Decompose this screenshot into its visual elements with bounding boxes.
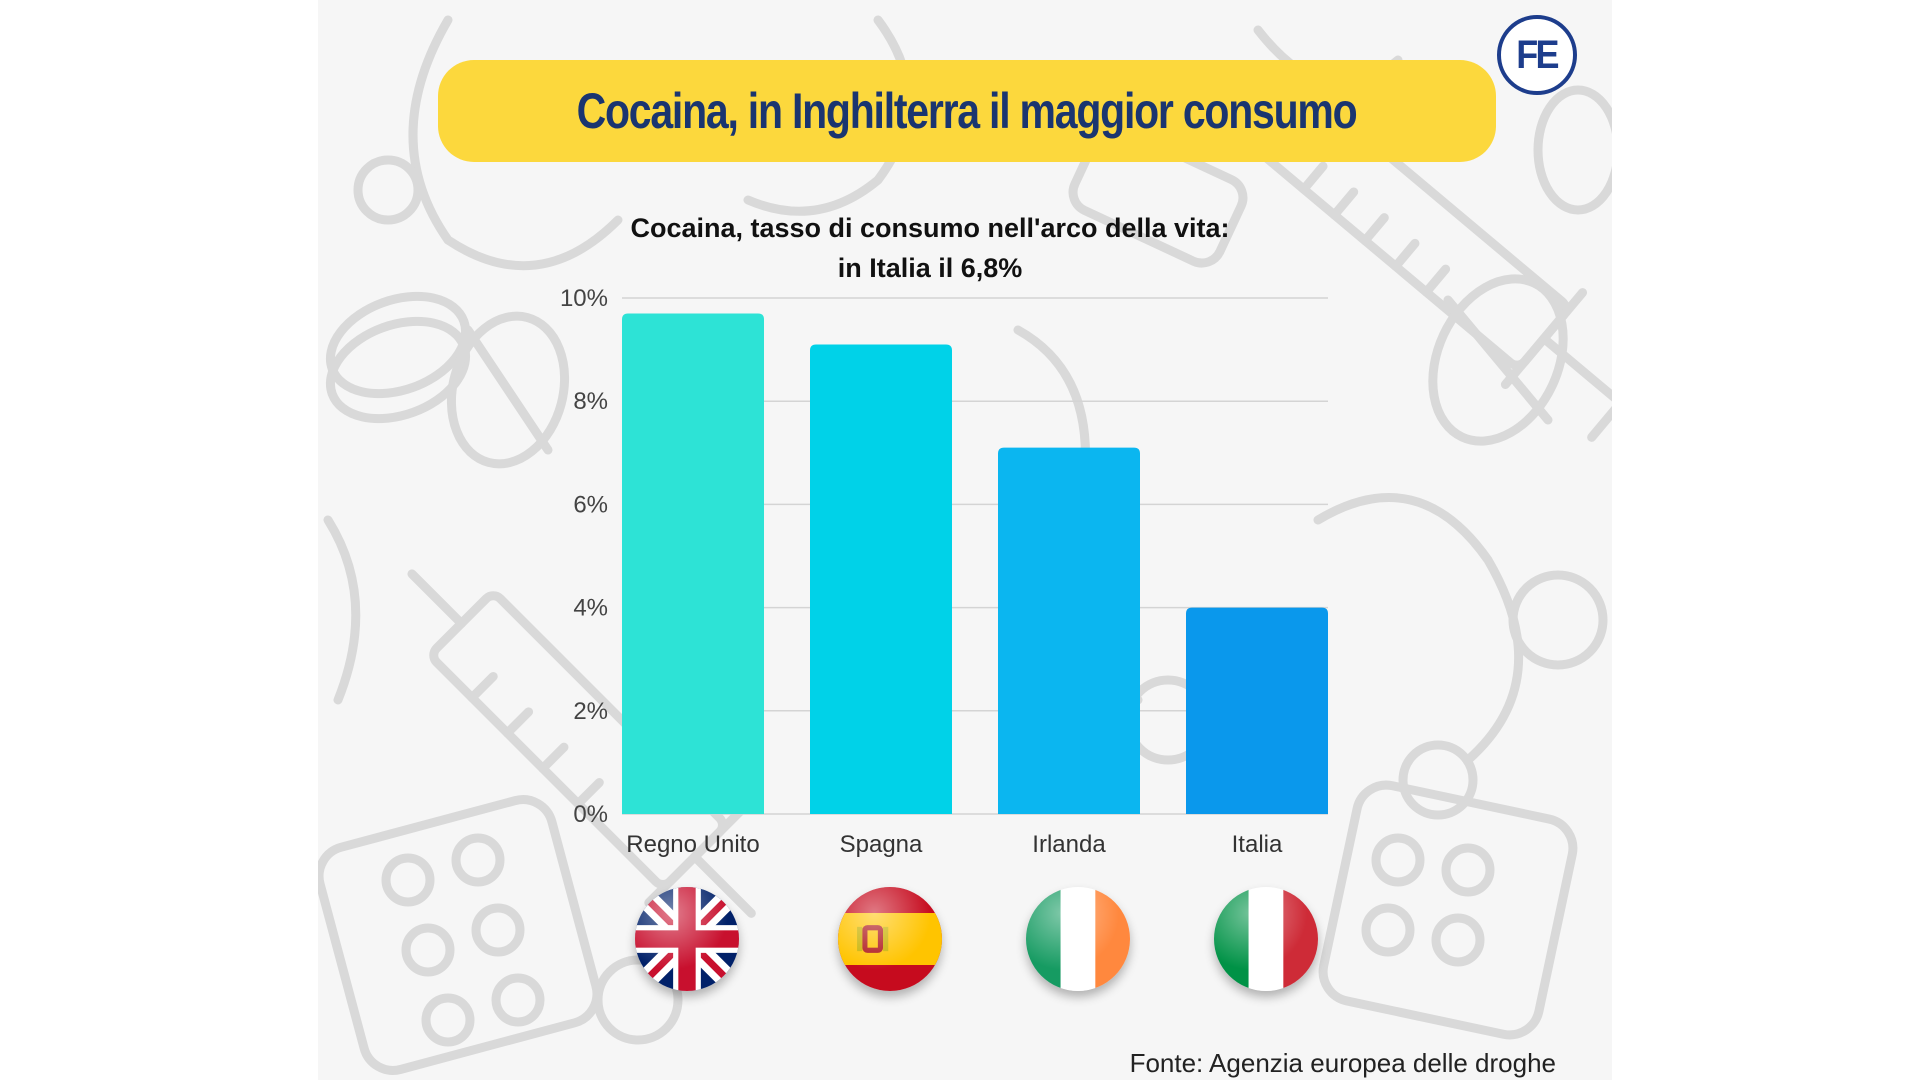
bar xyxy=(810,344,952,814)
x-tick-label: Regno Unito xyxy=(626,831,759,858)
bar xyxy=(1186,607,1328,814)
x-tick-label: Irlanda xyxy=(1032,831,1106,858)
y-tick-label: 8% xyxy=(573,388,608,415)
spain-flag-icon xyxy=(838,887,942,991)
source-note: Fonte: Agenzia europea delle droghe xyxy=(1129,1048,1556,1078)
ireland-flag-icon xyxy=(1026,887,1130,991)
y-tick-label: 4% xyxy=(573,595,608,622)
fe-logo: FE xyxy=(1497,15,1577,95)
bar xyxy=(622,313,764,814)
bar-chart: 0% 2% 4% 6% 8% 10% Regno Unito Spagna Irlanda Ita… xyxy=(560,285,1328,858)
bar xyxy=(998,447,1140,814)
infographic-canvas xyxy=(318,0,1612,1080)
x-tick-label: Italia xyxy=(1232,831,1283,858)
y-tick-label: 2% xyxy=(573,698,608,725)
y-tick-label: 0% xyxy=(573,801,608,828)
y-tick-label: 6% xyxy=(573,491,608,518)
banner-title: Cocaina, in Inghilterra il maggior consu… xyxy=(577,83,1358,139)
italy-flag-icon xyxy=(1214,887,1318,991)
chart-title-line-1: Cocaina, tasso di consumo nell'arco dell… xyxy=(630,213,1230,243)
y-tick-label: 10% xyxy=(560,285,608,312)
x-tick-label: Spagna xyxy=(840,831,923,858)
chart-title: Cocaina, tasso di consumo nell'arco dell… xyxy=(540,208,1320,288)
uk-flag-icon xyxy=(635,887,739,991)
title-banner: Cocaina, in Inghilterra il maggior consu… xyxy=(438,60,1496,162)
logo-text: FE xyxy=(1516,32,1560,77)
chart-title-line-2: in Italia il 6,8% xyxy=(837,253,1023,283)
